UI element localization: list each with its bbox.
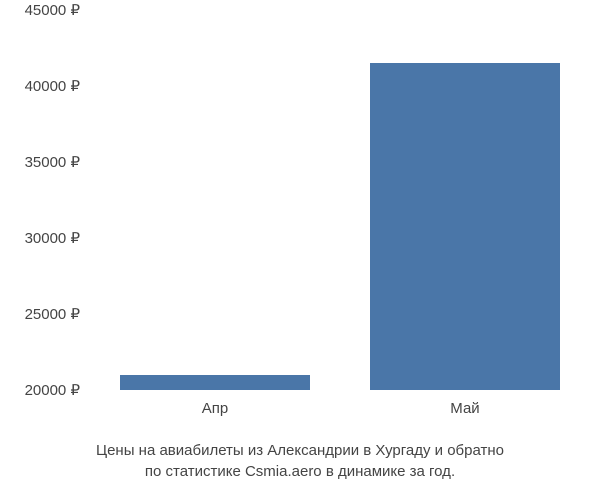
x-axis-label: Апр	[202, 400, 228, 417]
y-axis-label: 20000 ₽	[25, 381, 80, 399]
y-axis-label: 25000 ₽	[25, 305, 80, 323]
caption-line-1: Цены на авиабилеты из Александрии в Хург…	[10, 440, 590, 461]
y-axis-label: 30000 ₽	[25, 229, 80, 247]
chart-caption: Цены на авиабилеты из Александрии в Хург…	[0, 440, 600, 482]
y-axis-label: 35000 ₽	[25, 153, 80, 171]
bar	[120, 375, 310, 390]
bar	[370, 63, 560, 390]
y-axis-label: 45000 ₽	[25, 1, 80, 19]
caption-line-2: по статистике Csmia.aero в динамике за г…	[10, 461, 590, 482]
y-axis-label: 40000 ₽	[25, 77, 80, 95]
x-axis-label: Май	[450, 400, 479, 417]
bar-chart: 20000 ₽25000 ₽30000 ₽35000 ₽40000 ₽45000…	[90, 10, 580, 410]
plot-area	[90, 10, 580, 390]
